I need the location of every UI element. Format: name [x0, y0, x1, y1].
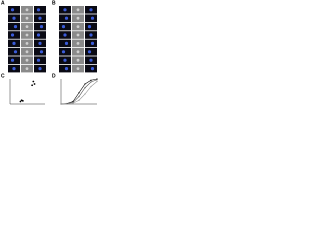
nucleus: [36, 33, 41, 37]
point: [84, 93, 86, 95]
signal: [76, 50, 80, 54]
point: [33, 83, 36, 85]
point: [90, 85, 92, 88]
point: [32, 80, 35, 83]
nucleus: [13, 25, 18, 29]
nucleus: [63, 33, 67, 37]
signal: [76, 67, 80, 70]
point: [96, 80, 98, 83]
nucleus: [36, 8, 41, 12]
nucleus: [64, 41, 69, 46]
nucleus: [90, 67, 95, 71]
nucleus: [13, 50, 18, 54]
signal: [25, 42, 29, 45]
signal: [76, 25, 80, 28]
nucleus: [90, 41, 95, 46]
panel-label: B: [52, 0, 56, 6]
point: [72, 102, 74, 104]
point: [90, 81, 92, 83]
nucleus: [12, 16, 16, 20]
signal: [25, 33, 29, 37]
signal: [76, 58, 80, 62]
nucleus: [39, 25, 44, 29]
point: [78, 99, 80, 101]
point: [21, 99, 24, 102]
signal: [76, 42, 80, 45]
nucleus: [61, 50, 66, 54]
nucleus: [89, 8, 93, 12]
nucleus: [90, 16, 95, 20]
nucleus: [38, 41, 42, 46]
signal: [25, 67, 29, 70]
signal: [76, 33, 80, 37]
nucleus: [10, 33, 15, 37]
nucleus: [87, 50, 92, 54]
nucleus: [89, 58, 93, 62]
nucleus: [12, 41, 16, 46]
point: [19, 100, 22, 103]
signal: [25, 8, 29, 12]
signal: [76, 16, 80, 20]
panel-label: D: [52, 73, 56, 79]
signal: [25, 25, 29, 28]
signal: [25, 50, 29, 54]
point: [96, 79, 98, 81]
nucleus: [36, 58, 41, 62]
nucleus: [10, 8, 15, 12]
point: [31, 84, 34, 87]
nucleus: [38, 67, 42, 71]
nucleus: [89, 33, 93, 37]
nucleus: [63, 8, 67, 12]
nucleus: [63, 58, 67, 62]
nucleus: [87, 25, 92, 29]
panel-label: C: [1, 73, 5, 79]
point: [78, 95, 80, 98]
nucleus: [64, 67, 69, 71]
nucleus: [61, 25, 66, 29]
figure: A B C D: [1, 0, 98, 105]
nucleus: [12, 67, 16, 71]
nucleus: [38, 16, 42, 20]
point: [78, 92, 80, 94]
signal: [25, 16, 29, 20]
point: [60, 103, 62, 105]
nucleus: [64, 16, 69, 20]
nucleus: [10, 58, 15, 62]
point: [90, 79, 92, 81]
panel-label: A: [1, 0, 5, 6]
point: [84, 87, 86, 89]
signal: [76, 8, 80, 12]
point: [66, 103, 68, 105]
nucleus: [39, 50, 44, 54]
point: [84, 83, 86, 85]
signal: [25, 58, 29, 62]
